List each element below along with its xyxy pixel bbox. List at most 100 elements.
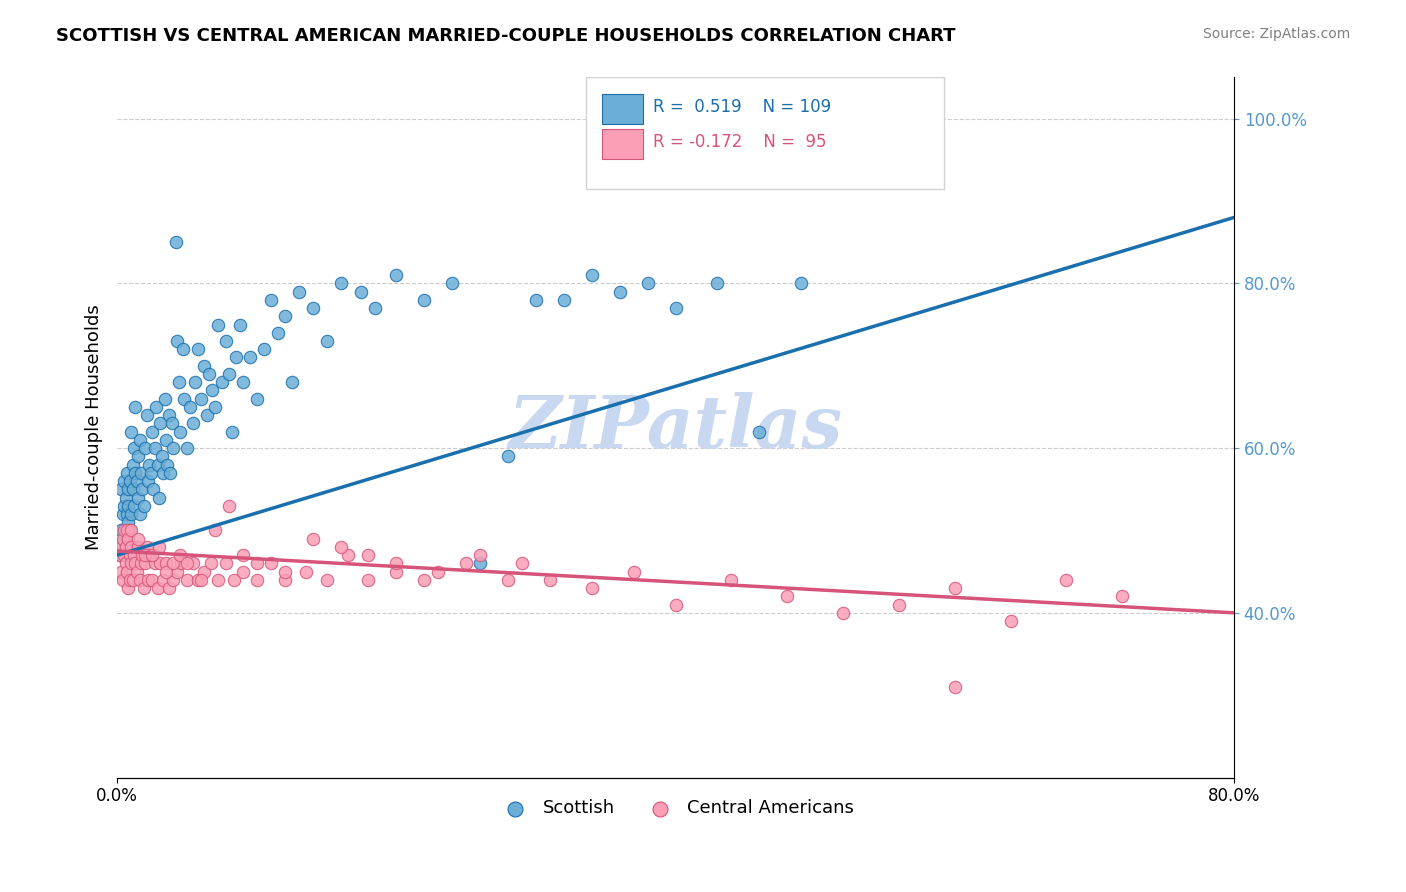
- Point: [112, 532, 135, 546]
- Point: [136, 573, 159, 587]
- Point: [790, 277, 813, 291]
- Point: [139, 466, 162, 480]
- Point: [887, 598, 910, 612]
- Point: [129, 466, 152, 480]
- Point: [120, 425, 142, 439]
- Point: [538, 573, 561, 587]
- Point: [496, 573, 519, 587]
- Point: [364, 301, 387, 315]
- Point: [218, 499, 240, 513]
- Point: [179, 400, 201, 414]
- Point: [134, 441, 156, 455]
- Point: [413, 573, 436, 587]
- Point: [468, 548, 491, 562]
- Point: [117, 483, 139, 497]
- Point: [121, 458, 143, 472]
- Point: [165, 235, 187, 249]
- Text: R =  0.519    N = 109: R = 0.519 N = 109: [626, 95, 803, 113]
- Point: [114, 557, 136, 571]
- Point: [609, 285, 631, 299]
- Point: [148, 540, 170, 554]
- FancyBboxPatch shape: [586, 78, 943, 189]
- Point: [315, 573, 337, 587]
- Point: [224, 573, 246, 587]
- Point: [253, 343, 276, 357]
- Point: [456, 557, 478, 571]
- Point: [581, 268, 603, 282]
- Point: [160, 417, 183, 431]
- Point: [468, 557, 491, 571]
- Point: [162, 573, 184, 587]
- Point: [190, 392, 212, 406]
- Point: [142, 483, 165, 497]
- Point: [172, 343, 194, 357]
- Point: [125, 540, 148, 554]
- FancyBboxPatch shape: [602, 95, 643, 124]
- Point: [187, 343, 209, 357]
- Point: [200, 557, 222, 571]
- Point: [112, 548, 135, 562]
- Point: [218, 367, 240, 381]
- Point: [111, 532, 134, 546]
- Point: [122, 499, 145, 513]
- Point: [127, 532, 149, 546]
- Point: [108, 548, 131, 562]
- Point: [441, 277, 464, 291]
- Point: [110, 483, 132, 497]
- Point: [496, 450, 519, 464]
- Point: [720, 573, 742, 587]
- Point: [153, 392, 176, 406]
- Point: [350, 285, 373, 299]
- Point: [149, 417, 172, 431]
- Point: [115, 524, 138, 538]
- Point: [122, 548, 145, 562]
- Point: [128, 433, 150, 447]
- Point: [294, 565, 316, 579]
- Point: [232, 548, 254, 562]
- Point: [155, 565, 177, 579]
- Point: [122, 441, 145, 455]
- Point: [176, 441, 198, 455]
- Point: [143, 441, 166, 455]
- Point: [170, 557, 193, 571]
- Point: [260, 293, 283, 307]
- Point: [329, 277, 352, 291]
- Point: [524, 293, 547, 307]
- Point: [273, 565, 295, 579]
- Point: [115, 532, 138, 546]
- Point: [148, 491, 170, 505]
- Point: [385, 565, 408, 579]
- Point: [110, 540, 132, 554]
- Point: [427, 565, 450, 579]
- Point: [115, 565, 138, 579]
- Point: [124, 466, 146, 480]
- Point: [146, 581, 169, 595]
- Point: [112, 524, 135, 538]
- Point: [943, 581, 966, 595]
- Point: [141, 573, 163, 587]
- Point: [232, 565, 254, 579]
- Point: [287, 285, 309, 299]
- Point: [225, 351, 247, 365]
- Point: [336, 548, 359, 562]
- Point: [124, 557, 146, 571]
- Point: [108, 548, 131, 562]
- Text: SCOTTISH VS CENTRAL AMERICAN MARRIED-COUPLE HOUSEHOLDS CORRELATION CHART: SCOTTISH VS CENTRAL AMERICAN MARRIED-COU…: [56, 27, 956, 45]
- Point: [211, 375, 233, 389]
- Point: [152, 466, 174, 480]
- Point: [246, 573, 269, 587]
- Point: [193, 359, 215, 373]
- Point: [157, 581, 180, 595]
- Point: [664, 598, 686, 612]
- Point: [121, 573, 143, 587]
- Point: [149, 557, 172, 571]
- Point: [112, 474, 135, 488]
- Point: [553, 293, 575, 307]
- Point: [273, 573, 295, 587]
- Point: [357, 548, 380, 562]
- Point: [1054, 573, 1077, 587]
- Point: [146, 458, 169, 472]
- Point: [120, 524, 142, 538]
- Point: [124, 400, 146, 414]
- Point: [176, 573, 198, 587]
